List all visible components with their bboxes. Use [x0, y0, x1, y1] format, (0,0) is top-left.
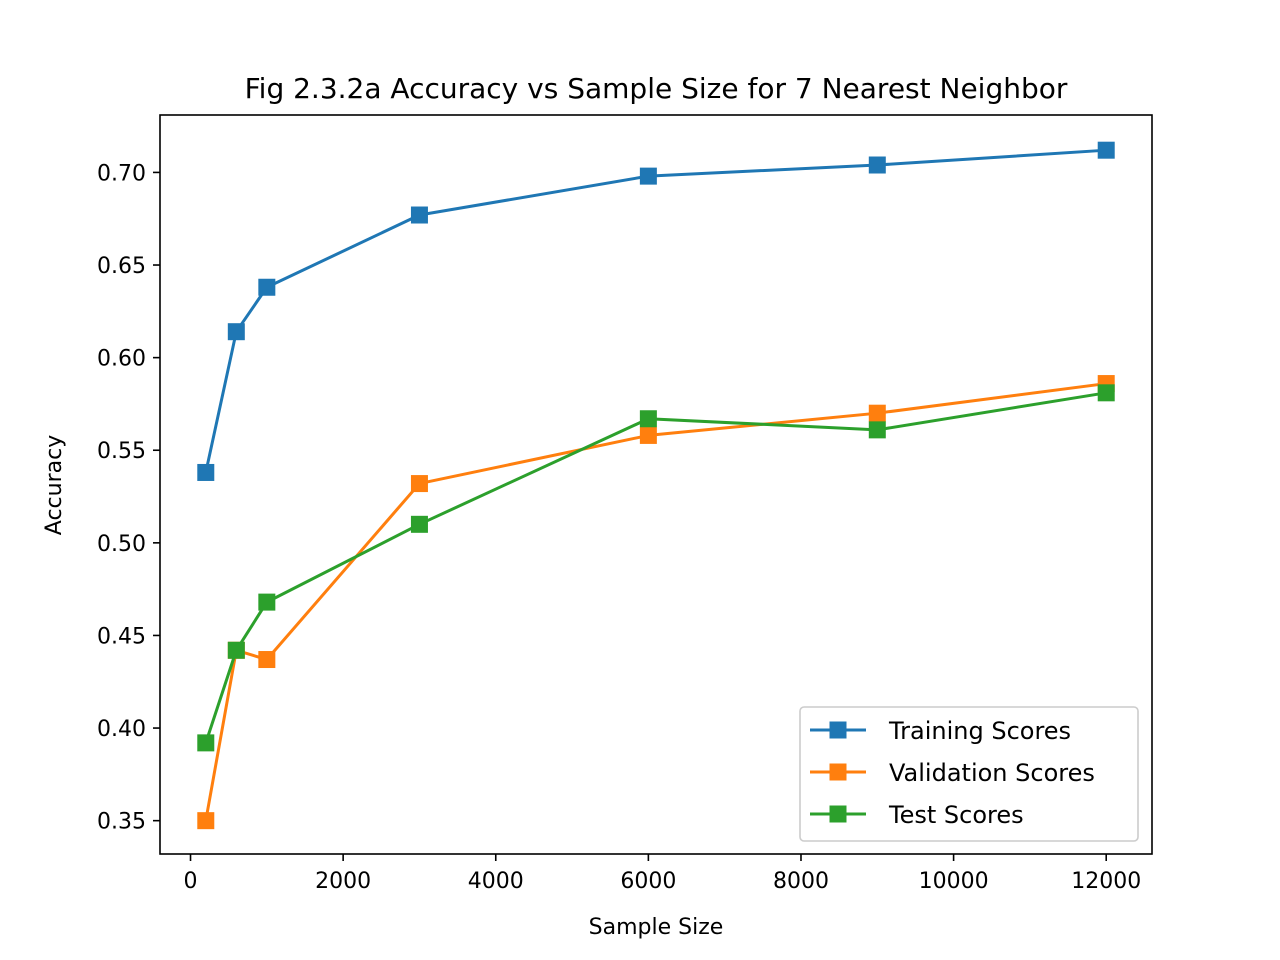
data-point-marker [410, 206, 428, 224]
legend-entry: Test Scores [810, 801, 1024, 829]
data-point-marker [1097, 384, 1115, 402]
plot-frame [159, 114, 1153, 855]
x-tick-label: 8000 [773, 869, 829, 894]
y-tick-label: 0.40 [97, 717, 146, 742]
legend-entry: Training Scores [810, 717, 1071, 745]
legend-entry: Validation Scores [810, 759, 1095, 787]
data-point-marker [639, 167, 657, 185]
data-point-marker [868, 404, 886, 422]
data-point-marker [258, 278, 276, 296]
y-tick-label: 0.35 [97, 810, 146, 835]
y-tick-label: 0.65 [97, 254, 146, 279]
data-point-marker [868, 421, 886, 439]
data-point-marker [410, 475, 428, 493]
legend-label: Test Scores [888, 801, 1024, 829]
data-point-marker [258, 593, 276, 611]
data-point-marker [1097, 141, 1115, 159]
data-point-marker [197, 734, 215, 752]
data-point-marker [197, 463, 215, 481]
x-tick-label: 10000 [919, 869, 989, 894]
y-tick-label: 0.45 [97, 624, 146, 649]
data-point-marker [227, 323, 245, 341]
data-point-marker [227, 641, 245, 659]
y-tick-label: 0.50 [97, 532, 146, 557]
data-point-marker [639, 426, 657, 444]
legend-marker [829, 805, 847, 823]
y-tick-label: 0.60 [97, 347, 146, 372]
x-tick-label: 4000 [468, 869, 524, 894]
chart-title: Fig 2.3.2a Accuracy vs Sample Size for 7… [245, 72, 1068, 105]
series-training-scores [197, 141, 1115, 481]
legend: Training Scores Validation Scores Test Sco… [799, 706, 1139, 842]
x-axis: 0 2000 4000 6000 8000 10000 12000 [184, 854, 1141, 894]
x-tick-label: 12000 [1071, 869, 1141, 894]
data-point-marker [639, 410, 657, 428]
legend-marker [829, 721, 847, 739]
legend-marker [829, 763, 847, 781]
legend-label: Training Scores [888, 717, 1071, 745]
y-tick-label: 0.70 [97, 161, 146, 186]
y-tick-label: 0.55 [97, 439, 146, 464]
y-axis-title: Accuracy [42, 435, 67, 535]
x-tick-label: 0 [184, 869, 198, 894]
legend-label: Validation Scores [889, 759, 1095, 787]
plot-area [197, 141, 1115, 830]
x-axis-title: Sample Size [589, 915, 724, 940]
data-point-marker [868, 156, 886, 174]
y-axis: 0.35 0.40 0.45 0.50 0.55 0.60 0.65 0.70 [97, 161, 160, 835]
x-tick-label: 6000 [620, 869, 676, 894]
x-tick-label: 2000 [315, 869, 371, 894]
data-point-marker [197, 812, 215, 830]
legend-box [799, 706, 1139, 842]
data-point-marker [258, 651, 276, 669]
series-test-scores [197, 384, 1115, 752]
data-point-marker [410, 515, 428, 533]
